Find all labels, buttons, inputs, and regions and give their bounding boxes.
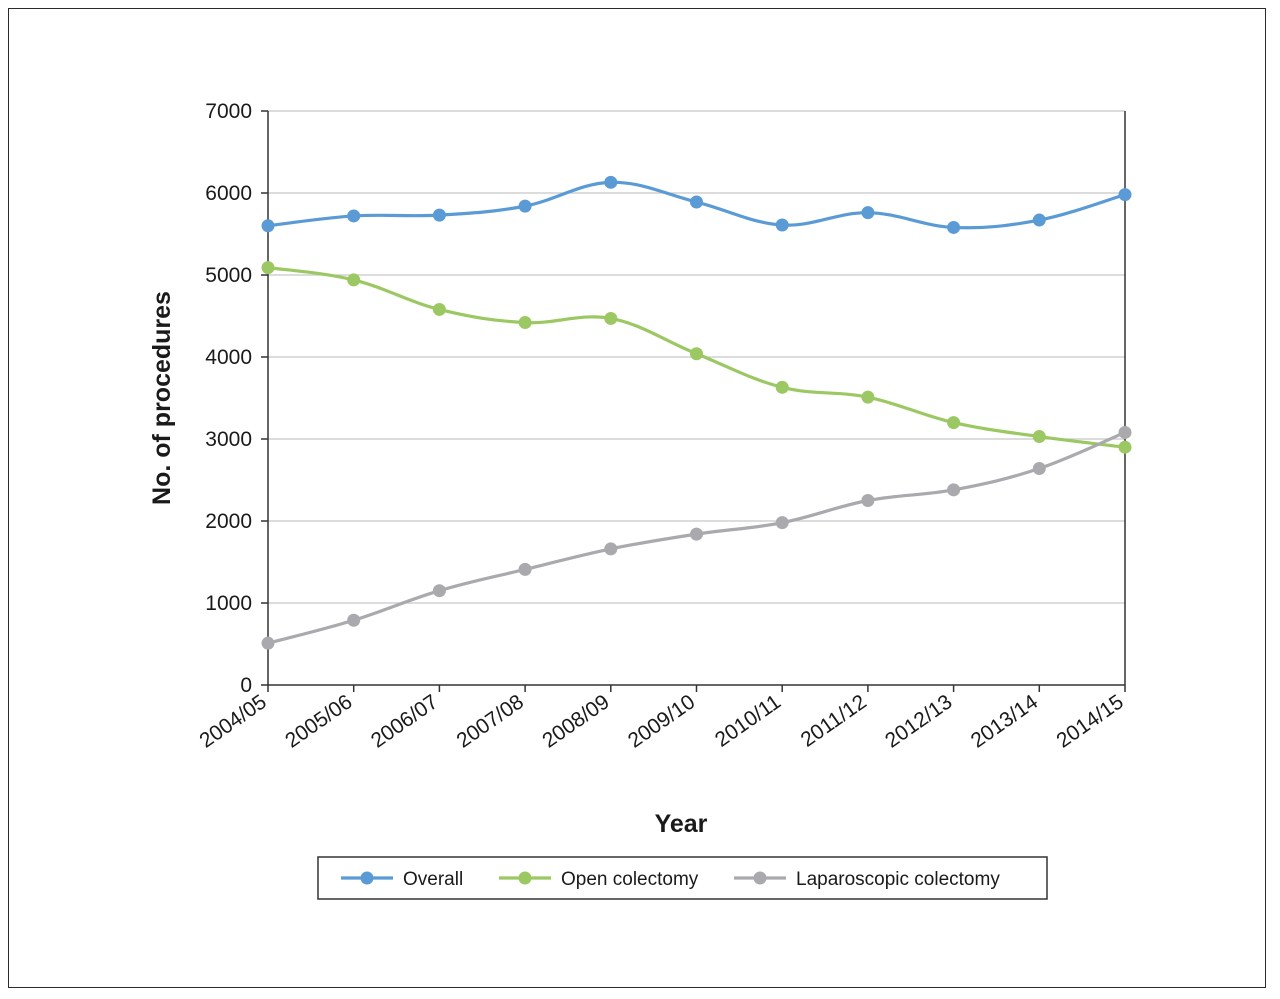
- data-point-overall: [1032, 213, 1046, 227]
- data-point-open-colectomy: [604, 311, 618, 325]
- data-point-laparoscopic-colectomy: [775, 516, 789, 530]
- data-point-overall: [347, 209, 361, 223]
- y-tick-label: 6000: [205, 182, 252, 205]
- data-point-laparoscopic-colectomy: [947, 483, 961, 497]
- x-tick-label: 2004/05: [195, 690, 270, 752]
- series-open-colectomy: [261, 261, 1132, 454]
- series-overall: [261, 175, 1132, 234]
- x-tick-label: 2013/14: [967, 690, 1043, 753]
- data-point-open-colectomy: [690, 347, 703, 361]
- x-tick-label: 2009/10: [624, 690, 699, 752]
- data-point-open-colectomy: [775, 380, 789, 394]
- data-point-laparoscopic-colectomy: [347, 613, 361, 627]
- data-point-laparoscopic-colectomy: [261, 636, 275, 650]
- series-layer: [261, 175, 1132, 650]
- y-axis-title: No. of procedures: [148, 291, 176, 505]
- data-point-overall: [261, 219, 275, 233]
- data-point-laparoscopic-colectomy: [690, 527, 703, 541]
- legend-box: [317, 856, 1048, 900]
- chart-frame: [8, 8, 1266, 988]
- y-tick-label: 7000: [205, 100, 252, 123]
- data-point-open-colectomy: [947, 416, 961, 430]
- y-tick-label: 4000: [205, 346, 252, 369]
- legend-label: Overall: [403, 869, 463, 890]
- x-tick-label: 2012/13: [881, 690, 956, 752]
- x-tick-label: 2006/07: [367, 690, 442, 752]
- data-point-open-colectomy: [1118, 440, 1132, 454]
- x-axis-title: Year: [655, 810, 708, 838]
- x-tick-label: 2014/15: [1052, 690, 1127, 752]
- data-point-overall: [690, 195, 703, 209]
- data-point-open-colectomy: [1032, 430, 1046, 444]
- x-tick-label: 2005/06: [281, 690, 356, 752]
- legend-label: Open colectomy: [561, 869, 699, 890]
- legend-swatch-marker: [753, 871, 767, 885]
- data-point-overall: [432, 208, 446, 222]
- data-point-overall: [947, 220, 961, 234]
- legend-label: Laparoscopic colectomy: [796, 869, 1000, 890]
- data-point-overall: [604, 175, 618, 189]
- y-tick-label: 1000: [205, 592, 252, 615]
- data-point-open-colectomy: [861, 390, 875, 404]
- x-axis-ticks: 2004/05 2005/06 2006/07 2007/08 2008/09 2009/…: [195, 685, 1128, 753]
- y-tick-label: 2000: [205, 510, 252, 533]
- x-tick-label: 2011/12: [797, 690, 871, 751]
- data-point-open-colectomy: [518, 316, 532, 330]
- x-tick-label: 2008/09: [538, 690, 613, 752]
- gridlines: [268, 110, 1125, 604]
- data-point-laparoscopic-colectomy: [861, 494, 875, 507]
- data-point-overall: [1118, 188, 1132, 202]
- data-point-open-colectomy: [347, 273, 361, 287]
- legend-swatch-marker: [360, 871, 374, 885]
- legend-swatch-marker: [518, 871, 532, 885]
- x-tick-label: 2010/11: [711, 690, 785, 751]
- y-tick-label: 0: [240, 674, 252, 697]
- data-point-overall: [518, 199, 532, 213]
- data-point-open-colectomy: [261, 261, 275, 275]
- y-axis-ticks: 0 1000 2000 3000 4000 5000 6000 7000: [205, 100, 268, 697]
- data-point-open-colectomy: [432, 302, 446, 316]
- legend: Overall Open colectomy Laparoscopic colect…: [317, 856, 1048, 900]
- x-tick-label: 2007/08: [453, 690, 528, 752]
- data-point-laparoscopic-colectomy: [604, 542, 618, 556]
- data-point-laparoscopic-colectomy: [1118, 425, 1132, 439]
- series-laparoscopic-colectomy: [261, 425, 1132, 650]
- y-tick-label: 3000: [205, 428, 252, 451]
- data-point-overall: [775, 218, 789, 232]
- data-point-laparoscopic-colectomy: [432, 584, 446, 598]
- data-point-laparoscopic-colectomy: [518, 562, 532, 576]
- y-tick-label: 5000: [205, 264, 252, 287]
- data-point-overall: [861, 206, 875, 220]
- data-point-laparoscopic-colectomy: [1032, 462, 1046, 476]
